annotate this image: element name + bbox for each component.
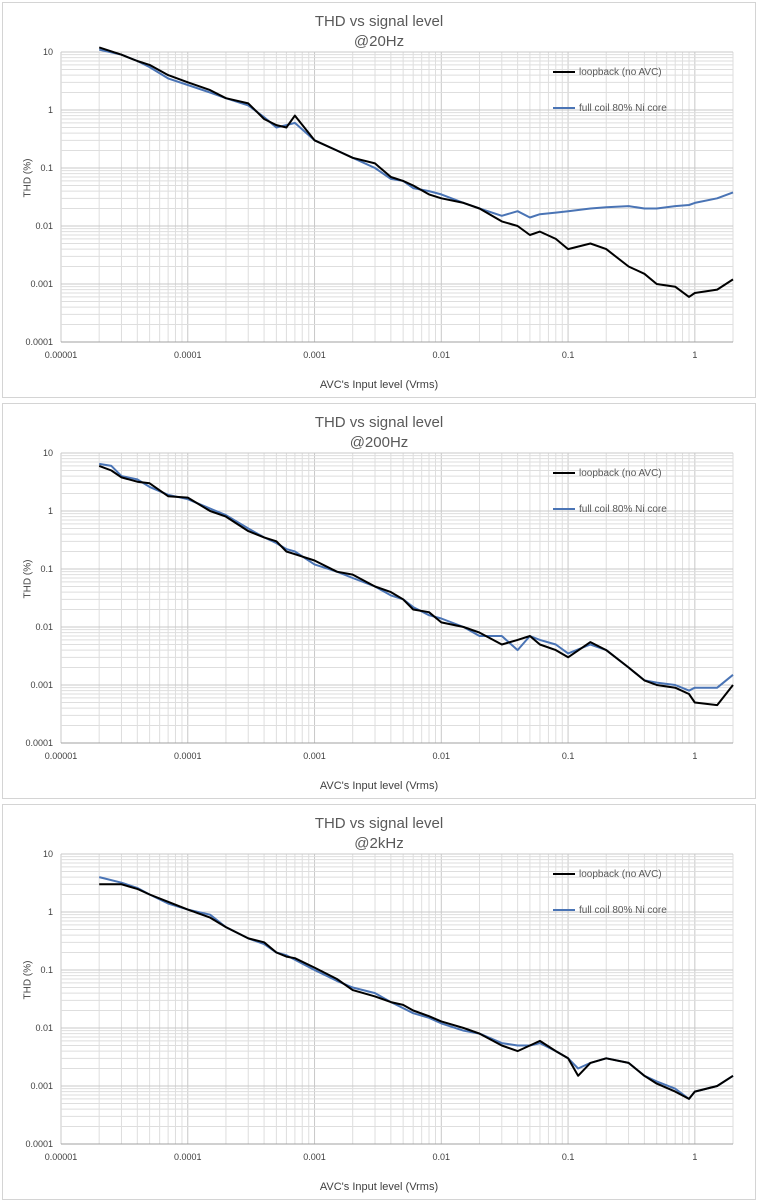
y-tick-label: 1: [48, 506, 53, 516]
series-line-loopback: [98, 46, 734, 298]
y-tick-label: 0.1: [40, 564, 53, 574]
y-axis-label: THD (%): [22, 960, 34, 1000]
legend-swatch-black: [553, 71, 575, 74]
x-axis-label: AVC's Input level (Vrms): [319, 379, 439, 391]
y-tick-label: 0.01: [35, 622, 53, 632]
legend-swatch-black: [553, 472, 575, 475]
x-tick-label: 0.0001: [174, 350, 202, 360]
legend-swatch-blue: [553, 909, 575, 912]
y-tick-label: 0.001: [30, 680, 53, 690]
x-tick-label: 0.00001: [45, 1152, 78, 1162]
y-tick-label: 10: [43, 849, 53, 859]
x-tick-label: 0.1: [562, 1152, 575, 1162]
legend-label: loopback (no AVC): [579, 869, 662, 880]
x-tick-label: 0.1: [562, 350, 575, 360]
x-tick-label: 0.01: [433, 1152, 451, 1162]
chart-panel-2khz: THD vs signal level @2kHz 10 1 0.1 0.01 0.00…: [2, 804, 756, 1200]
x-tick-label: 1: [692, 1152, 697, 1162]
y-axis-label: THD (%): [22, 158, 34, 198]
x-tick-label: 0.0001: [174, 751, 202, 761]
legend-label: full coil 80% Ni core: [579, 103, 667, 114]
x-tick-label: 1: [692, 350, 697, 360]
legend-label: loopback (no AVC): [579, 468, 662, 479]
x-axis-label: AVC's Input level (Vrms): [319, 1181, 439, 1193]
y-tick-label: 0.0001: [25, 1139, 53, 1149]
chart-subtitle: @200Hz: [349, 434, 409, 451]
legend-item-loopback: loopback (no AVC): [553, 468, 662, 479]
y-tick-label: 0.1: [40, 163, 53, 173]
legend-label: loopback (no AVC): [579, 67, 662, 78]
x-tick-label: 0.00001: [45, 350, 78, 360]
y-tick-label: 0.01: [35, 1023, 53, 1033]
legend-item-loopback: loopback (no AVC): [553, 869, 662, 880]
y-tick-label: 0.1: [40, 965, 53, 975]
y-tick-label: 0.0001: [25, 337, 53, 347]
x-tick-label: 0.001: [303, 1152, 326, 1162]
series-line-loopback: [99, 883, 734, 1100]
legend-item-full-coil: full coil 80% Ni core: [553, 504, 667, 515]
x-tick-label: 0.001: [303, 751, 326, 761]
legend-item-full-coil: full coil 80% Ni core: [553, 905, 667, 916]
x-tick-label: 0.0001: [174, 1152, 202, 1162]
x-tick-label: 0.1: [562, 751, 575, 761]
x-axis-label: AVC's Input level (Vrms): [319, 780, 439, 792]
legend-label: full coil 80% Ni core: [579, 905, 667, 916]
y-tick-label: 0.001: [30, 1081, 53, 1091]
chart-title: THD vs signal level: [314, 815, 444, 832]
y-tick-label: 10: [43, 47, 53, 57]
plot-area: 10 1 0.1 0.01 0.001 0.0001 0.00001 0.0001 0.001 0…: [25, 448, 734, 761]
chart-title: THD vs signal level: [314, 13, 444, 30]
chart-panel-20hz: THD vs signal level @20Hz 10 1 0.1 0.01 0.00…: [2, 2, 756, 398]
legend-label: full coil 80% Ni core: [579, 504, 667, 515]
legend-swatch-black: [553, 873, 575, 876]
x-tick-label: 0.00001: [45, 751, 78, 761]
chart-subtitle: @20Hz: [353, 33, 405, 50]
legend-item-loopback: loopback (no AVC): [553, 67, 662, 78]
plot-area: 10 1 0.1 0.01 0.001 0.0001 0.00001 0.0001 0.001 0…: [25, 849, 734, 1162]
y-tick-label: 1: [48, 105, 53, 115]
y-tick-label: 10: [43, 448, 53, 458]
y-axis-label: THD (%): [22, 559, 34, 599]
y-tick-label: 0.01: [35, 221, 53, 231]
chart-subtitle: @2kHz: [354, 835, 404, 852]
x-tick-label: 0.001: [303, 350, 326, 360]
series-line-loopback: [98, 464, 734, 707]
legend-item-full-coil: full coil 80% Ni core: [553, 103, 667, 114]
legend-swatch-blue: [553, 508, 575, 511]
x-tick-label: 0.01: [433, 350, 451, 360]
y-tick-label: 0.0001: [25, 738, 53, 748]
y-tick-label: 0.001: [30, 279, 53, 289]
plot-area: 10 1 0.1 0.01 0.001 0.0001 0.00001 0.0001 0.001 0…: [25, 46, 734, 360]
legend-swatch-blue: [553, 107, 575, 110]
x-tick-label: 0.01: [433, 751, 451, 761]
chart-title: THD vs signal level: [314, 414, 444, 431]
x-tick-label: 1: [692, 751, 697, 761]
series-line-full-coil: [99, 462, 734, 692]
chart-panel-200hz: THD vs signal level @200Hz 10 1 0.1 0.01 0.0…: [2, 403, 756, 799]
y-tick-label: 1: [48, 907, 53, 917]
